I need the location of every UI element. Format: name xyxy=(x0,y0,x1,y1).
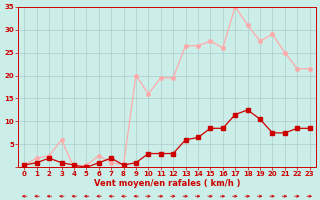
X-axis label: Vent moyen/en rafales ( km/h ): Vent moyen/en rafales ( km/h ) xyxy=(94,179,240,188)
